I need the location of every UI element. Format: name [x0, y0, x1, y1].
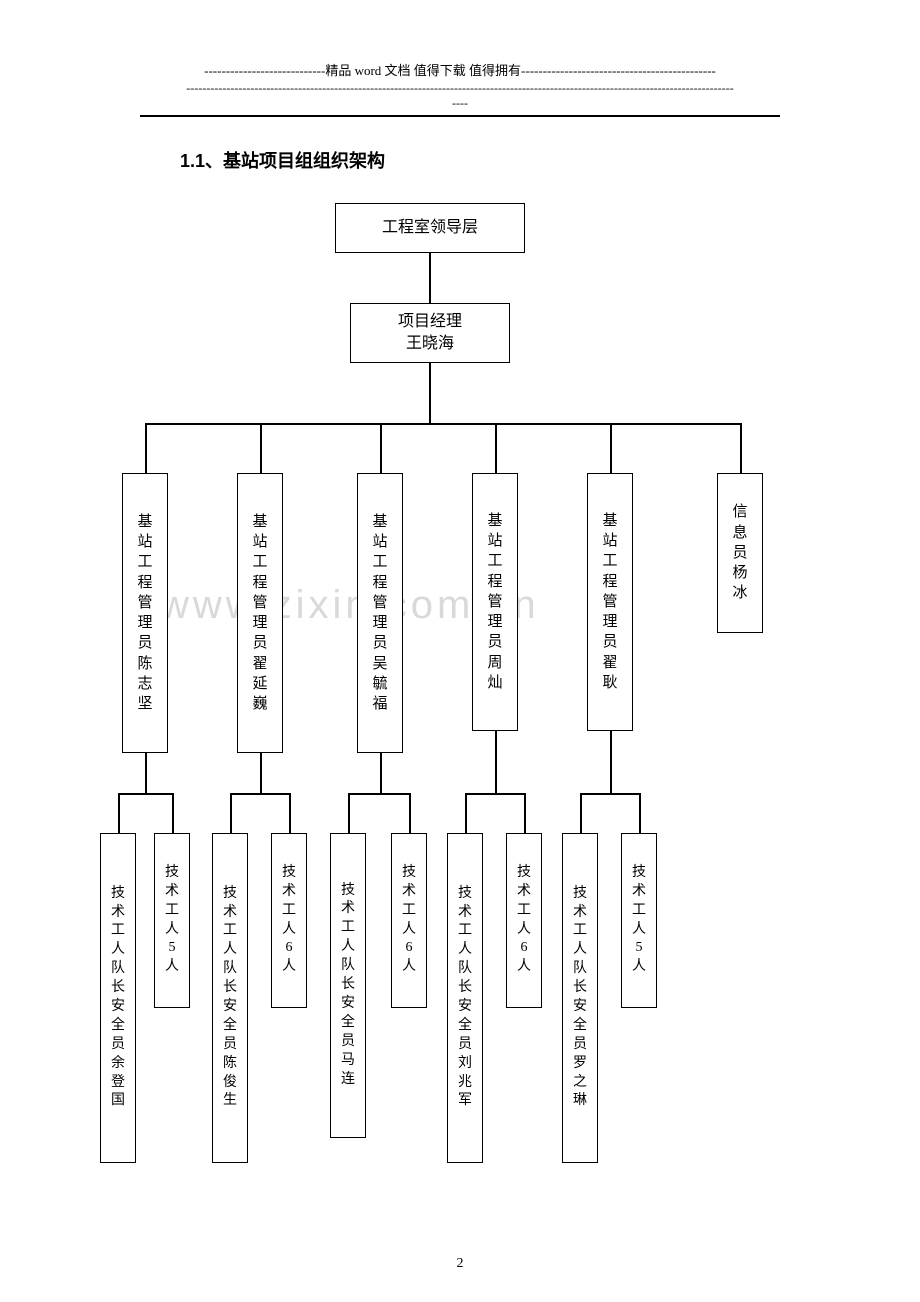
connector [145, 423, 740, 425]
connector [145, 753, 147, 793]
section-title: 1.1、基站项目组组织架构 [180, 147, 820, 173]
header-line-2: ----------------------------------------… [100, 81, 820, 96]
node-top-label: 工程室领导层 [382, 217, 478, 239]
connector [580, 793, 640, 795]
connector [639, 793, 641, 833]
connector [230, 793, 232, 833]
header-line-3: ---- [100, 96, 820, 111]
connector [610, 731, 612, 793]
connector [610, 423, 612, 473]
connector [118, 793, 120, 833]
connector [580, 793, 582, 833]
connector [495, 423, 497, 473]
connector [465, 793, 467, 833]
connector [348, 793, 350, 833]
node-manager: 基站工程管理员吴毓福 [357, 473, 403, 753]
node-leader: 技术工人队长安全员马连 [330, 833, 366, 1138]
node-workers: 技术工人5人 [154, 833, 190, 1008]
node-workers: 技术工人6人 [506, 833, 542, 1008]
connector [118, 793, 173, 795]
node-manager: 基站工程管理员翟延巍 [237, 473, 283, 753]
node-workers: 技术工人6人 [271, 833, 307, 1008]
node-pm-line2: 王晓海 [406, 333, 454, 355]
node-top: 工程室领导层 [335, 203, 525, 253]
node-pm: 项目经理 王晓海 [350, 303, 510, 363]
connector [348, 793, 410, 795]
node-workers: 技术工人6人 [391, 833, 427, 1008]
org-chart: www.zixin.com.cn 工程室领导层 项目经理 王晓海 基站工程管理员… [100, 203, 820, 1233]
node-manager: 基站工程管理员陈志坚 [122, 473, 168, 753]
header-line-1: ----------------------------精品 word 文档 值… [100, 60, 820, 79]
connector [172, 793, 174, 833]
node-leader: 技术工人队长安全员刘兆军 [447, 833, 483, 1163]
connector [495, 731, 497, 793]
node-manager: 基站工程管理员周灿 [472, 473, 518, 731]
connector [429, 363, 431, 423]
node-leader: 技术工人队长安全员罗之琳 [562, 833, 598, 1163]
connector [465, 793, 525, 795]
page: ----------------------------精品 word 文档 值… [0, 0, 920, 1302]
connector [289, 793, 291, 833]
connector [230, 793, 290, 795]
connector [260, 423, 262, 473]
node-leader: 技术工人队长安全员余登国 [100, 833, 136, 1163]
node-manager: 基站工程管理员翟耿 [587, 473, 633, 731]
node-pm-line1: 项目经理 [398, 311, 462, 333]
node-leader: 技术工人队长安全员陈俊生 [212, 833, 248, 1163]
connector [740, 423, 742, 473]
connector [145, 423, 147, 473]
node-info: 信息员杨冰 [717, 473, 763, 633]
connector [260, 753, 262, 793]
page-number: 2 [0, 1256, 920, 1272]
connector [380, 753, 382, 793]
connector [429, 253, 431, 303]
connector [524, 793, 526, 833]
header-rule [140, 115, 780, 117]
node-workers: 技术工人5人 [621, 833, 657, 1008]
connector [380, 423, 382, 473]
connector [409, 793, 411, 833]
